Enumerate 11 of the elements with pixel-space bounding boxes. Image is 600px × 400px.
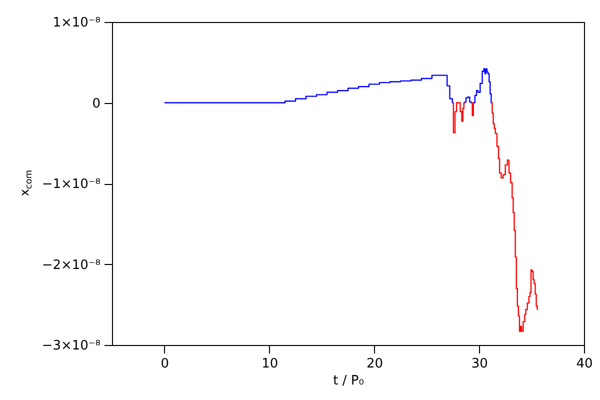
x-tick-label: 40 bbox=[576, 356, 593, 372]
x-tick-label: 0 bbox=[160, 356, 170, 372]
y-tick-label: −2×10⁻⁸ bbox=[42, 258, 100, 273]
y-tick-label: 1×10⁻⁸ bbox=[52, 16, 100, 30]
x-axis-title: t / P₀ bbox=[333, 374, 364, 388]
x-tick-label: 30 bbox=[471, 356, 488, 372]
x-tick-label: 10 bbox=[262, 356, 278, 372]
y-tick-label: 0 bbox=[92, 96, 100, 112]
y-tick-label: −1×10⁻⁸ bbox=[42, 177, 100, 192]
y-tick-label: −3×10⁻⁸ bbox=[42, 338, 100, 354]
x-tick-label: 20 bbox=[366, 356, 383, 372]
